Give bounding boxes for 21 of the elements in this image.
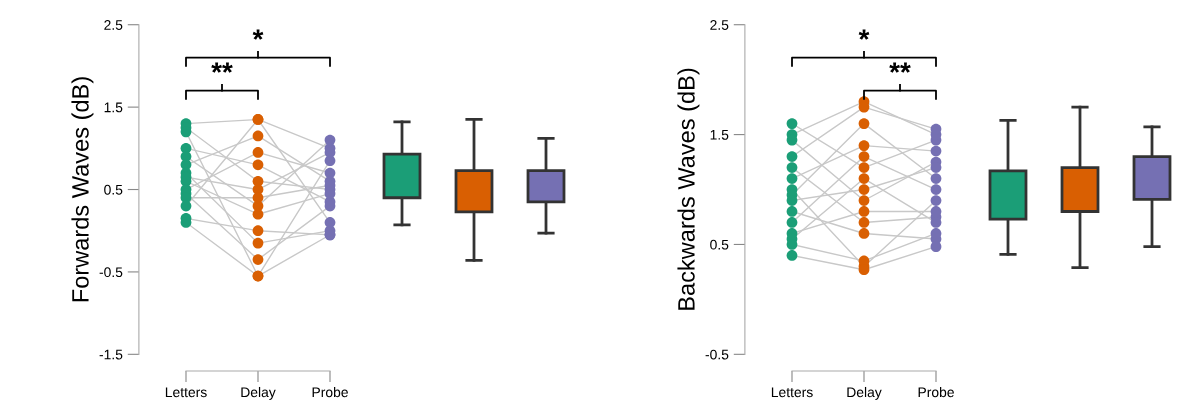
annotation: *: [252, 29, 264, 40]
x-tick-label: Delay: [847, 386, 882, 400]
x-tick-label: Probe: [312, 386, 348, 398]
annotation: **: [889, 62, 911, 73]
x-tick-label: Probe: [918, 386, 954, 398]
y-tick-label: 1.5: [104, 102, 123, 113]
annotation: **: [211, 62, 233, 73]
y-tick-label: 1.5: [710, 130, 729, 140]
y-tick-label: -0.5: [99, 267, 123, 278]
x-tick-label: Letters: [165, 387, 207, 398]
y-tick-label: 0.5: [104, 184, 123, 195]
annotation: *: [858, 29, 870, 40]
x-tick-label: Letters: [771, 387, 813, 398]
y-tick-label: 2.5: [710, 20, 729, 30]
y-tick-label: 0.5: [710, 239, 729, 250]
y-tick-label: -0.5: [705, 349, 729, 360]
x-tick-label: Delay: [241, 386, 276, 400]
y-tick-label: 2.5: [104, 20, 123, 30]
y-axis-title: Forwards Waves (dB): [71, 77, 94, 302]
y-axis-title: Backwards Waves (dB): [677, 68, 700, 310]
y-tick-label: -1.5: [99, 349, 123, 360]
